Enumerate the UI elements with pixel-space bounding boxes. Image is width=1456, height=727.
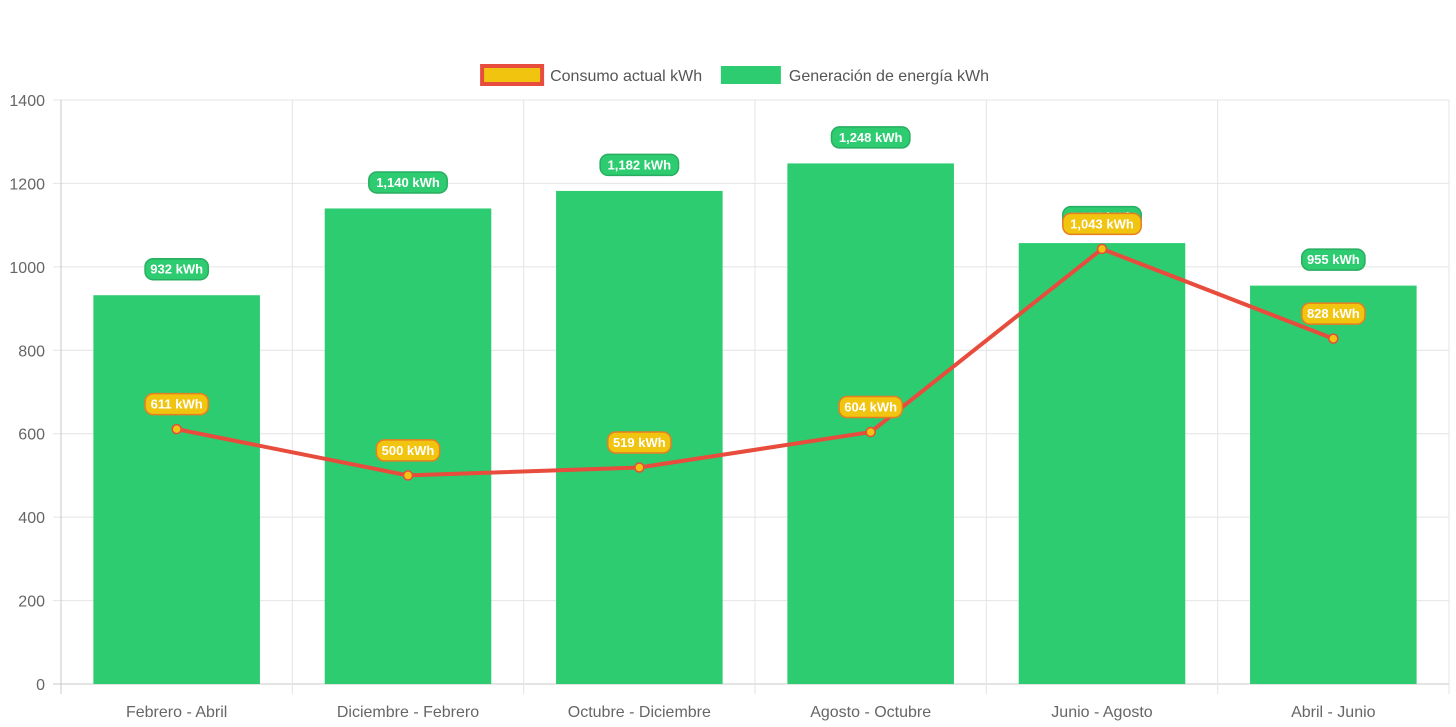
line-point[interactable] xyxy=(634,462,645,473)
svg-text:604 kWh: 604 kWh xyxy=(844,400,897,415)
bar[interactable] xyxy=(93,295,260,684)
data-label: 1,248 kWh xyxy=(830,126,911,149)
svg-text:500 kWh: 500 kWh xyxy=(382,443,435,458)
x-tick-label: Febrero - Abril xyxy=(126,704,227,721)
x-tick-label: Junio - Agosto xyxy=(1051,704,1153,721)
y-tick-label: 400 xyxy=(18,510,45,527)
data-label: 519 kWh xyxy=(606,431,672,454)
svg-text:1,043 kWh: 1,043 kWh xyxy=(1070,216,1134,231)
line-series xyxy=(171,243,1339,481)
bar-series xyxy=(93,163,1417,685)
line-point[interactable] xyxy=(1096,243,1108,255)
data-label: 1,140 kWh xyxy=(368,171,448,194)
grid-lines xyxy=(53,99,1450,694)
bar[interactable] xyxy=(787,163,954,685)
line-point[interactable] xyxy=(171,423,182,435)
svg-text:1,248 kWh: 1,248 kWh xyxy=(839,130,903,145)
svg-text:1,182 kWh: 1,182 kWh xyxy=(608,157,672,172)
svg-text:519 kWh: 519 kWh xyxy=(613,435,666,450)
data-label: 1,043 kWh xyxy=(1062,212,1142,236)
consumption-line xyxy=(176,246,1335,478)
y-tick-label: 200 xyxy=(18,594,45,611)
legend-swatch xyxy=(480,64,545,86)
svg-text:955 kWh: 955 kWh xyxy=(1307,252,1360,267)
legend[interactable]: Consumo actual kWh Generación de energía … xyxy=(480,64,989,86)
svg-text:1,140 kWh: 1,140 kWh xyxy=(376,175,440,190)
x-tick-label: Abril - Junio xyxy=(1291,704,1376,721)
x-tick-label: Diciembre - Febrero xyxy=(337,704,479,721)
data-label: 1,182 kWh xyxy=(599,153,680,177)
svg-text:932 kWh: 932 kWh xyxy=(150,262,203,277)
y-tick-label: 600 xyxy=(18,427,45,444)
data-label: 955 kWh xyxy=(1300,248,1366,271)
y-axis: 0 200 400 600 800 1000 1200 1400 xyxy=(9,93,45,694)
data-label: 604 kWh xyxy=(838,395,904,419)
x-tick-label: Agosto - Octubre xyxy=(810,704,931,721)
svg-text:828 kWh: 828 kWh xyxy=(1307,306,1360,321)
legend-label: Consumo actual kWh xyxy=(550,68,702,85)
legend-item[interactable]: Generación de energía kWh xyxy=(720,66,989,85)
legend-swatch xyxy=(720,66,781,84)
data-label: 611 kWh xyxy=(144,392,210,416)
line-point[interactable] xyxy=(865,426,876,438)
data-label: 500 kWh xyxy=(375,439,441,462)
data-label: 932 kWh xyxy=(144,257,210,281)
y-tick-label: 1000 xyxy=(9,260,45,277)
legend-item[interactable]: Consumo actual kWh xyxy=(480,64,702,86)
line-point[interactable] xyxy=(1328,333,1339,344)
x-axis: Febrero - Abril Diciembre - Febrero Octubr… xyxy=(126,704,1376,721)
legend-label: Generación de energía kWh xyxy=(789,68,989,85)
y-tick-label: 1400 xyxy=(9,93,45,110)
data-label: 828 kWh xyxy=(1300,302,1366,325)
svg-text:611 kWh: 611 kWh xyxy=(151,397,203,412)
y-tick-label: 1200 xyxy=(9,176,45,193)
x-tick-label: Octubre - Diciembre xyxy=(568,704,711,721)
bar[interactable] xyxy=(1250,285,1417,684)
line-point[interactable] xyxy=(402,470,414,481)
bar[interactable] xyxy=(1018,243,1186,684)
y-tick-label: 800 xyxy=(18,343,45,360)
y-tick-label: 0 xyxy=(36,677,45,694)
